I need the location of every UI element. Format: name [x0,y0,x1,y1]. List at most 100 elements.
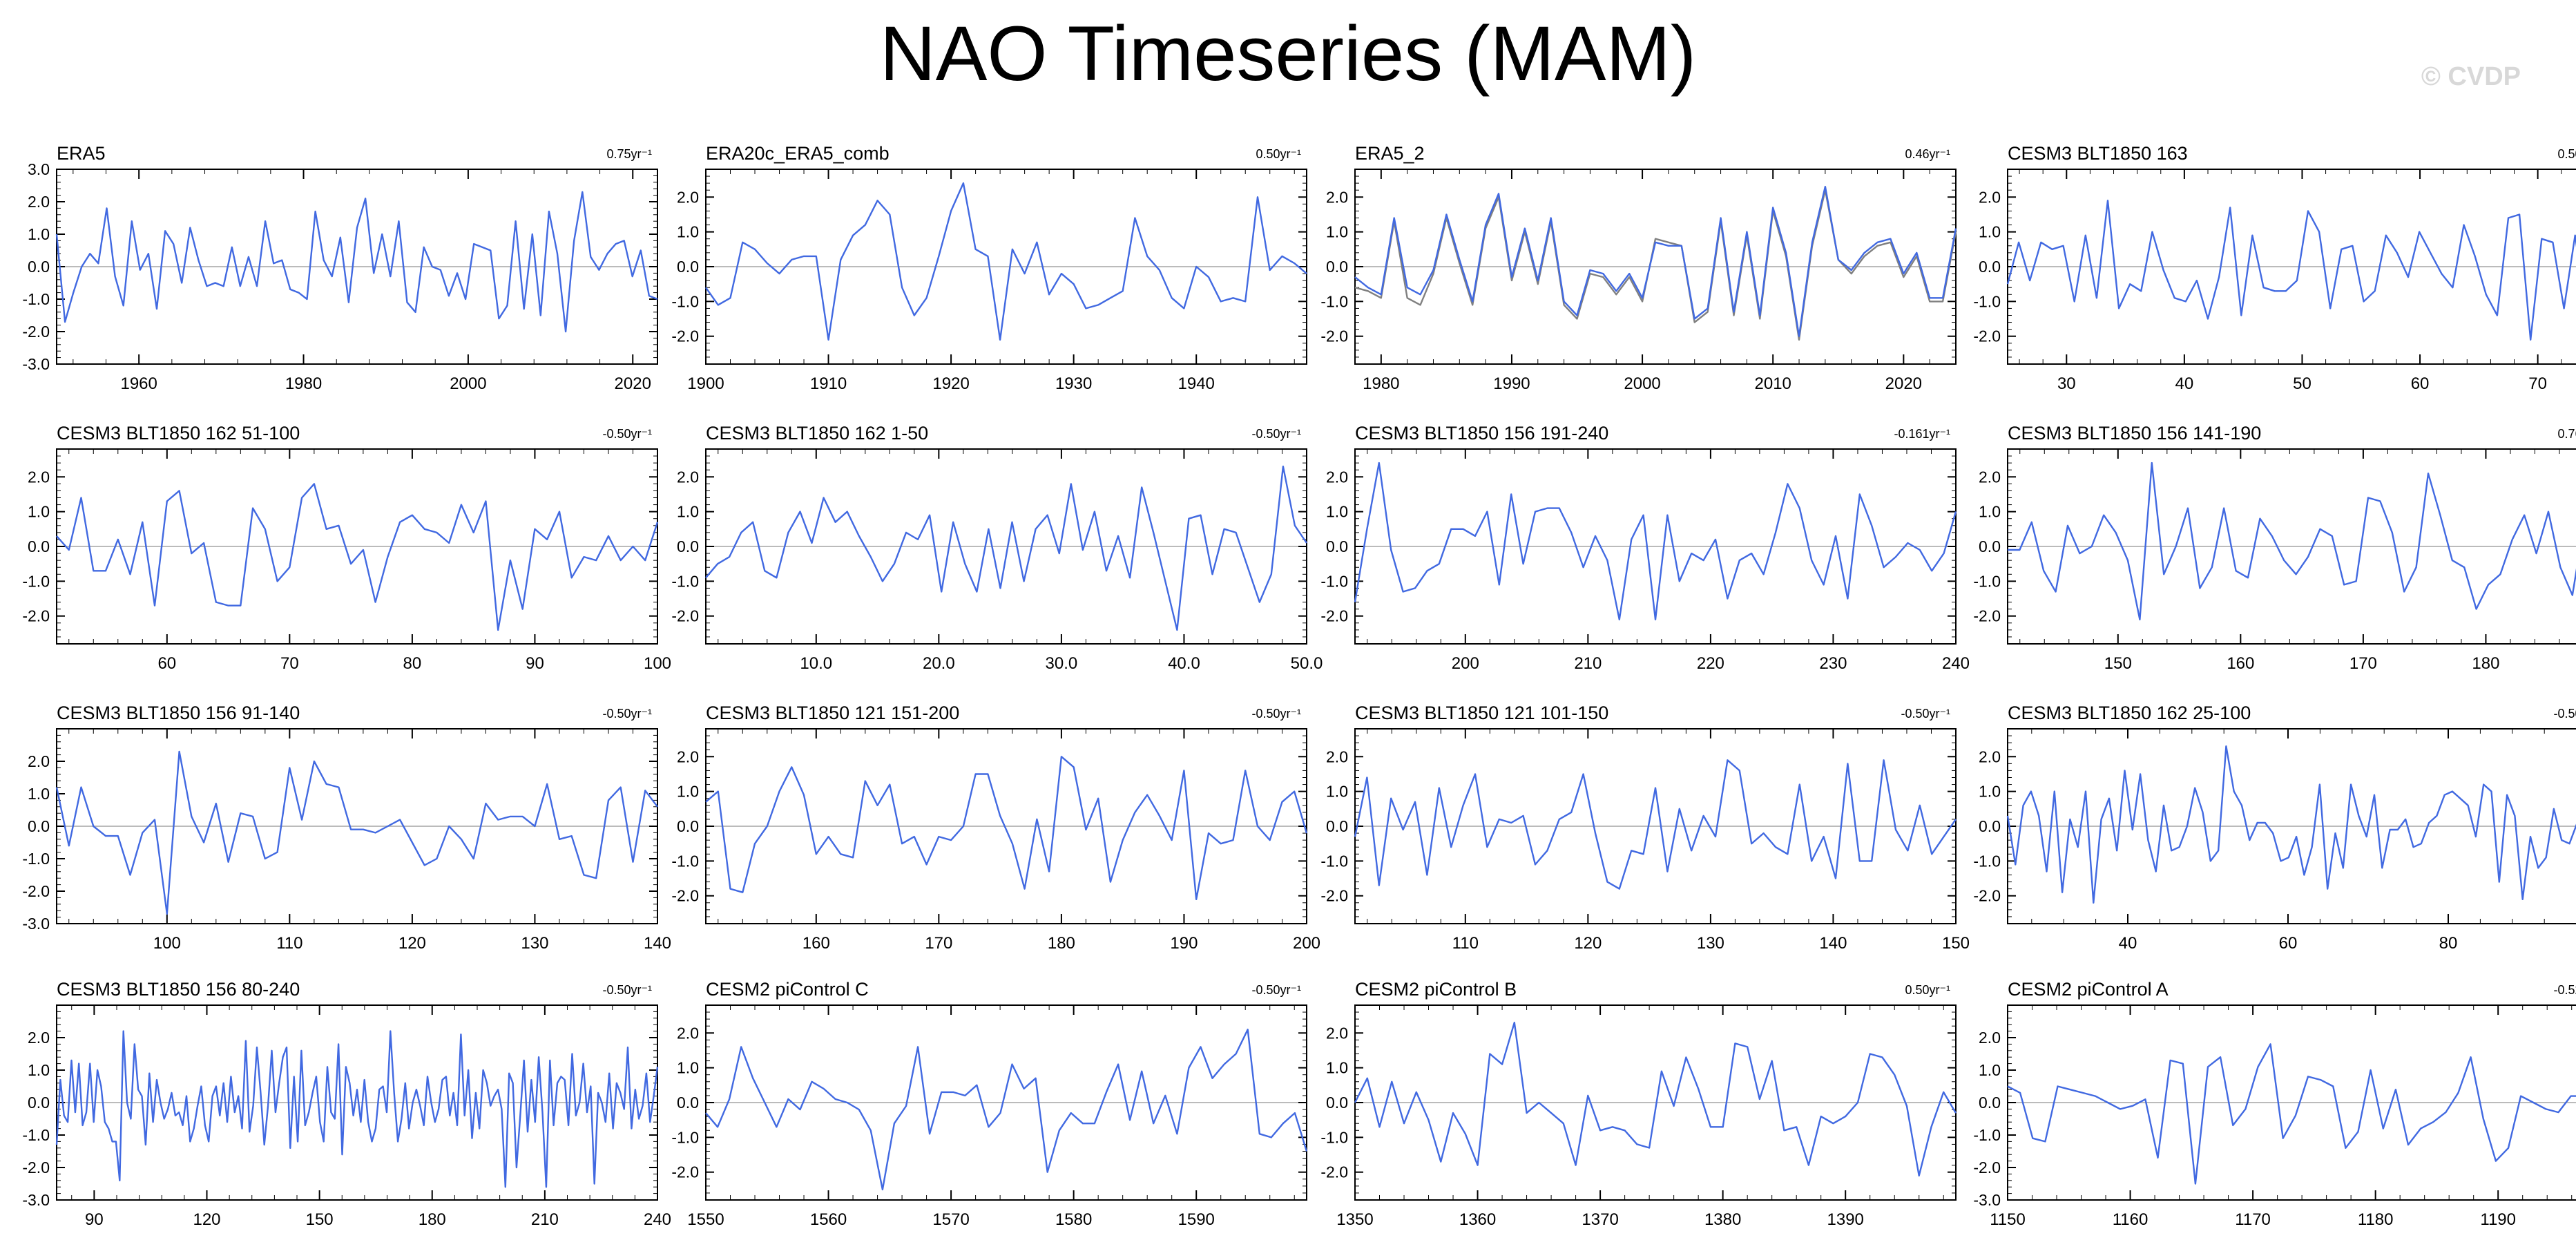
y-tick-label: 0.0 [1979,817,2001,835]
panel-trend: 0.50yr⁻¹ [2557,147,2576,161]
x-tick-label: 1350 [1336,1210,1373,1229]
y-tick-label: 2.0 [1979,468,2001,486]
y-tick-label: -1.0 [22,572,50,590]
y-tick-label: 1.0 [677,503,699,521]
panel-title: CESM3 BLT1850 121 101-150 [1355,703,1608,723]
x-tick-label: 1590 [1178,1210,1215,1229]
y-tick-label: -3.0 [22,915,50,933]
x-tick-label: 240 [1942,654,1970,673]
cvdp-watermark: © CVDP [2421,62,2521,91]
x-tick-label: 190 [1170,934,1198,953]
x-tick-label: 20.0 [923,654,955,673]
y-tick-label: 2.0 [28,1029,50,1047]
panel-4: CESM3 BLT1850 163 0.50yr⁻¹ -2.0 -1.0 0.0 1.0 2… [1973,143,2576,393]
panel-title: CESM3 BLT1850 162 25-100 [2008,703,2251,723]
panel-11: CESM3 BLT1850 121 101-150 -0.50yr⁻¹ -2.0 -1… [1320,703,1970,953]
x-tick-label: 180 [2472,654,2499,673]
panel-title: CESM2 piControl A [2008,979,2169,1000]
y-tick-label: -1.0 [1320,292,1348,310]
x-tick-label: 50.0 [1291,654,1323,673]
y-tick-label: -2.0 [22,1159,50,1176]
y-tick-label: -2.0 [1973,887,2001,905]
x-tick-label: 1190 [2480,1210,2516,1229]
x-tick-label: 2020 [615,374,651,393]
y-tick-label: -2.0 [1320,887,1348,905]
panel-10: CESM3 BLT1850 121 151-200 -0.50yr⁻¹ -2.0 -1… [671,703,1320,953]
y-tick-label: 0.0 [677,537,699,555]
panel-title: CESM3 BLT1850 156 191-240 [1355,423,1608,444]
panel-15: CESM2 piControl B 0.50yr⁻¹ -2.0 -1.0 0.0 1.0 2… [1320,979,1957,1229]
y-tick-label: -1.0 [1320,1128,1348,1146]
y-tick-label: -2.0 [1973,327,2001,345]
panel-trend: -0.50yr⁻¹ [1251,983,1301,997]
x-tick-label: 60 [157,654,176,673]
panel-title: CESM2 piControl C [706,979,869,1000]
y-tick-label: -1.0 [22,850,50,868]
y-tick-label: 1.0 [677,783,699,801]
y-tick-label: 1.0 [28,503,50,521]
panel-trend: -0.50yr⁻¹ [602,707,652,721]
panel-trend: -0.50yr⁻¹ [2553,707,2576,721]
y-tick-label: -2.0 [1320,1163,1348,1181]
series-line [705,1029,1308,1191]
y-tick-label: 2.0 [677,1024,699,1042]
x-tick-label: 150 [1942,934,1970,953]
x-tick-label: 1960 [120,374,157,393]
y-tick-label: -2.0 [671,887,699,905]
y-tick-label: -1.0 [671,572,699,590]
x-tick-label: 80 [2439,934,2458,953]
x-tick-label: 180 [419,1210,446,1229]
y-tick-label: 2.0 [1979,747,2001,765]
panel-trend: -0.161yr⁻¹ [1894,427,1950,441]
panel-title: CESM3 BLT1850 163 [2008,143,2188,164]
x-tick-label: 10.0 [800,654,832,673]
x-tick-label: 40.0 [1168,654,1200,673]
series-line [55,750,658,915]
y-tick-label: 3.0 [28,160,50,178]
x-tick-label: 1170 [2235,1210,2271,1229]
series-line [2006,745,2576,904]
y-tick-label: -2.0 [671,327,699,345]
panel-title: CESM3 BLT1850 156 141-190 [2008,423,2261,444]
x-tick-label: 1370 [1582,1210,1618,1229]
x-tick-label: 1980 [285,374,322,393]
x-tick-label: 1570 [932,1210,969,1229]
y-tick-label: 0.0 [1979,258,2001,276]
series-line [1354,759,1957,890]
x-tick-label: 1560 [810,1210,847,1229]
y-tick-label: 1.0 [1979,503,2001,521]
panel-6: CESM3 BLT1850 162 1-50 -0.50yr⁻¹ -2.0 -1.0 0… [671,423,1323,673]
x-tick-label: 1550 [687,1210,724,1229]
x-tick-label: 1160 [2113,1210,2149,1229]
y-tick-label: -3.0 [22,1191,50,1209]
y-tick-label: -2.0 [1320,327,1348,345]
x-tick-label: 150 [306,1210,334,1229]
x-tick-label: 1980 [1363,374,1399,393]
series-line [2006,200,2576,341]
panel-trend: 0.50yr⁻¹ [1905,983,1950,997]
y-tick-label: 2.0 [28,193,50,211]
x-tick-label: 30 [2057,374,2076,393]
x-tick-label: 110 [276,934,302,953]
x-tick-label: 1900 [687,374,724,393]
y-tick-label: -1.0 [22,290,50,308]
x-tick-label: 1150 [1990,1210,2026,1229]
y-tick-label: -3.0 [22,355,50,373]
y-tick-label: 0.0 [1326,258,1348,276]
panel-trend: 0.46yr⁻¹ [1905,147,1950,161]
x-tick-label: 170 [2349,654,2377,673]
panel-title: CESM3 BLT1850 121 151-200 [706,703,959,723]
y-tick-label: 2.0 [1326,1024,1348,1042]
y-tick-label: 0.0 [1979,1094,2001,1112]
y-tick-label: 1.0 [1326,503,1348,521]
x-tick-label: 200 [1452,654,1479,673]
x-tick-label: 1910 [810,374,847,393]
x-tick-label: 2000 [450,374,486,393]
figure-title: NAO Timeseries (MAM) [879,10,1697,97]
x-tick-label: 160 [2227,654,2254,673]
series-line [1354,461,1957,620]
y-tick-label: 0.0 [1326,537,1348,555]
x-tick-label: 40 [2175,374,2194,393]
x-tick-label: 230 [1819,654,1847,673]
